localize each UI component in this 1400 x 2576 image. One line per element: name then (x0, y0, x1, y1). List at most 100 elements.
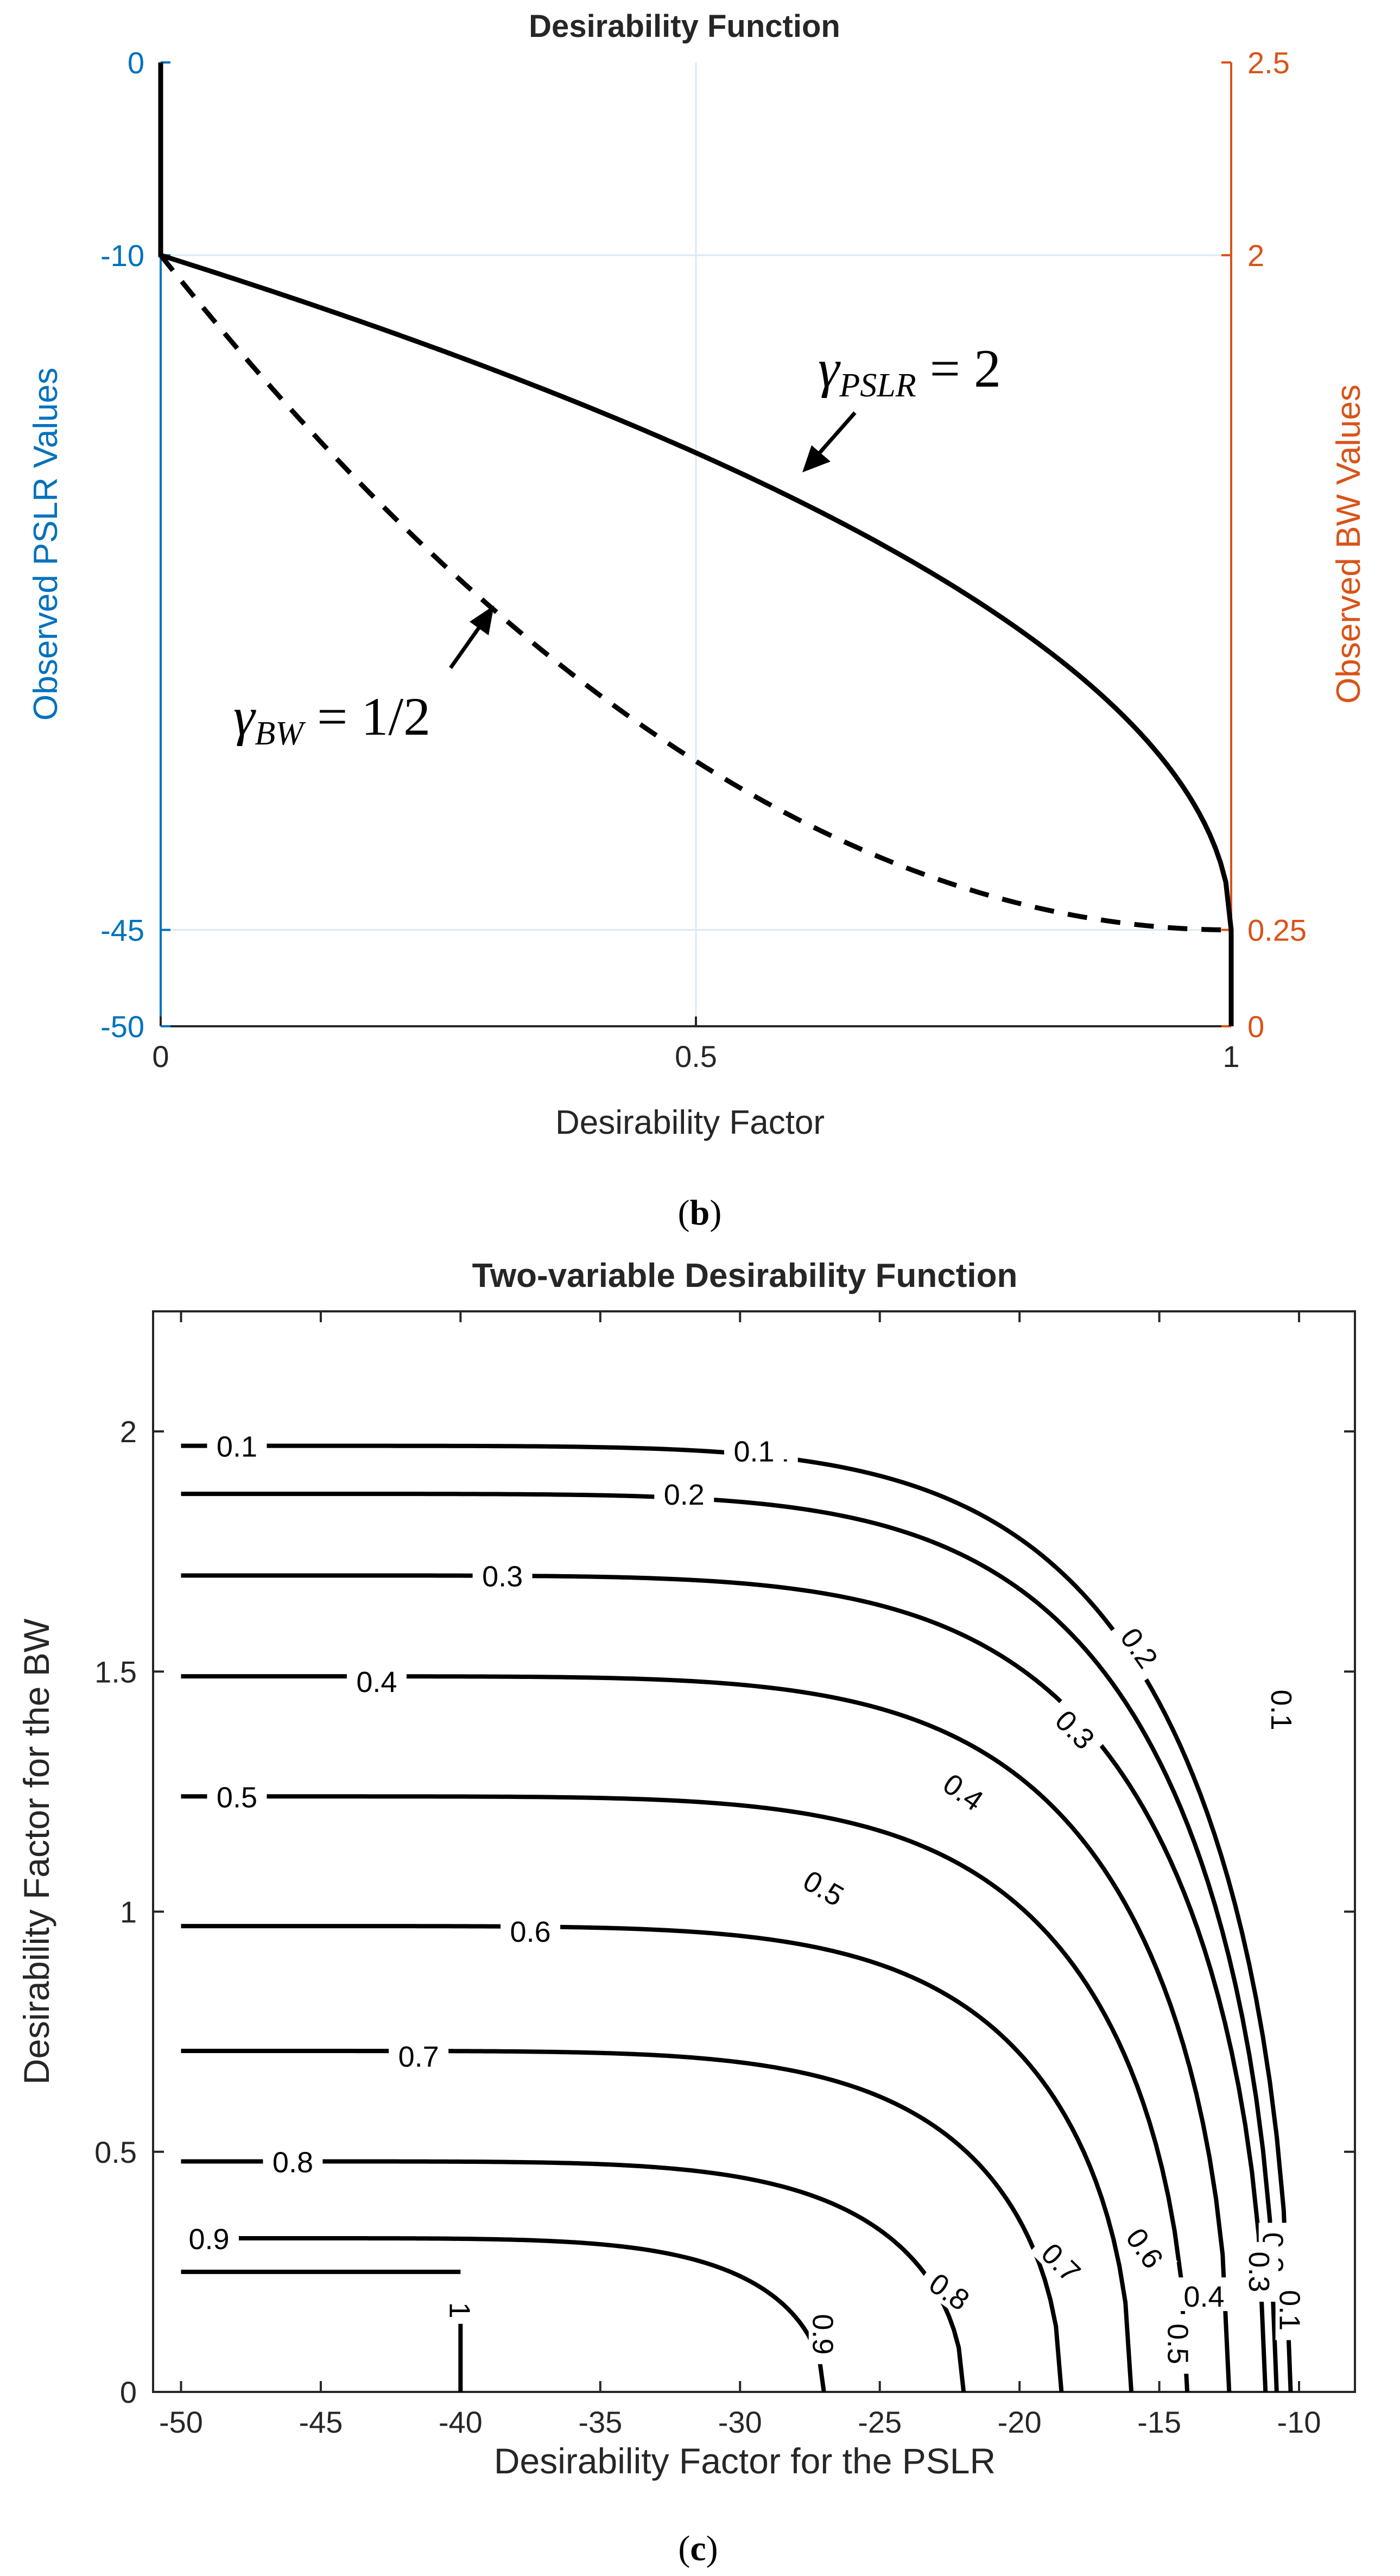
contour-label: 0.1 (724, 1432, 784, 1468)
contour-label: 1 (443, 2296, 479, 2324)
annotation-pslr-arrow (813, 411, 857, 460)
contour-label-bg (1163, 2314, 1198, 2374)
contour-label-text: 0.5 (217, 1781, 257, 1814)
contour-line-0.2 (181, 1492, 1279, 2392)
contour-label-text: 0.3 (482, 1560, 523, 1593)
contour-label: 0.3 (1243, 2242, 1278, 2302)
contour-label-text: 0.1 (1265, 1690, 1297, 1731)
contour-label-bg (930, 1759, 999, 1821)
contour-label-text: 0.3 (1243, 2251, 1275, 2292)
y-tick-label: 1.5 (94, 1655, 137, 1689)
contour-label-bg (1244, 2242, 1278, 2302)
contour-label-text: 0.4 (356, 1666, 397, 1699)
panel-b-chart: Desirability Function 0 0.5 10-10-45-502.5… (27, 9, 1367, 1233)
contour-label-bg (1275, 2280, 1309, 2340)
annotation-bw-arrowhead (470, 605, 494, 635)
contour-label-text: 0.7 (398, 2041, 439, 2073)
panel-b-grid (161, 62, 1231, 1026)
contour-label-bg (1174, 2277, 1234, 2312)
panel-b-y-label-right: Observed BW Values (1330, 384, 1367, 704)
contour-label-bg (654, 1475, 714, 1510)
contour-label-bg (1110, 1612, 1172, 1681)
annotation-pslr-text: γPSLR = 2 (818, 338, 1001, 404)
panel-c-chart: Two-variable Desirability Function -50 -4… (16, 1257, 1356, 2568)
x-tick-label: -45 (299, 2405, 343, 2439)
contour-label: 0.7 (1029, 2228, 1096, 2294)
contour-label-bg (1043, 1695, 1110, 1761)
x-tick-label: -40 (439, 2405, 483, 2439)
annotation-pslr-arrowhead (802, 445, 831, 472)
contour-label-bg (501, 1912, 561, 1946)
contour-label-bg (808, 2304, 842, 2364)
panel-b-y-label-left: Observed PSLR Values (27, 368, 65, 721)
contour-label-bg (207, 1778, 267, 1812)
contour-label-bg (790, 1857, 859, 1916)
contour-label: 0.1 (207, 1427, 267, 1463)
series-line-bw (159, 254, 1232, 932)
y-right-tick-label: 2 (1247, 238, 1264, 273)
y-left-tick-label: 0 (128, 46, 144, 80)
contour-label-text: 1 (443, 2302, 476, 2319)
contour-label: 0.5 (207, 1778, 267, 1814)
x-tick-label: -35 (578, 2405, 622, 2439)
contour-label: 0.2 (654, 1475, 714, 1511)
contour-label-text: 0.8 (273, 2146, 313, 2179)
contour-label-bg (179, 2219, 239, 2253)
contour-label: 0.2 (1110, 1612, 1172, 1681)
contour-label-text: 0.6 (510, 1916, 551, 1948)
contour-label-bg (207, 1427, 267, 1461)
contour-label-text: 0.1 (1274, 2290, 1306, 2331)
contour-label-text: 0.9 (807, 2314, 839, 2354)
contour-line-0.5 (181, 1794, 1190, 2392)
contour-label: 0.4 (1174, 2277, 1234, 2313)
panel-c-x-label: Desirability Factor for the PSLR (494, 2441, 996, 2481)
contour-label-text: 0.5 (1162, 2324, 1194, 2364)
contour-label-bg (916, 2258, 985, 2321)
x-tick-label: -15 (1137, 2405, 1181, 2439)
contour-label-bg (1267, 1680, 1301, 1740)
contour-label-bg (1116, 2213, 1178, 2281)
contour-label: 0.8 (263, 2143, 323, 2179)
contour-label: 0.3 (472, 1557, 533, 1593)
contour-label-text: 0.1 (733, 1435, 774, 1468)
contour-label: 0.5 (790, 1857, 859, 1916)
contour-label: 0.1 (1274, 2280, 1309, 2340)
y-tick-label: 2 (120, 1415, 137, 1449)
contour-label: 0.6 (1116, 2213, 1178, 2281)
x-tick-label: -25 (858, 2405, 902, 2439)
x-tick-label: 1 (1222, 1039, 1239, 1074)
contour-label: 0.9 (179, 2219, 239, 2256)
contour-label: 0.5 (1162, 2314, 1198, 2374)
panel-b-ticks: 0 0.5 10-10-45-502.520.250 (100, 46, 1307, 1074)
y-tick-label: 1 (120, 1895, 137, 1929)
annotation-bw-text: γBW = 1/2 (233, 686, 430, 752)
x-tick-label: -50 (159, 2405, 203, 2439)
contour-label-bg (389, 2037, 449, 2071)
contour-label-text: 0.4 (1183, 2281, 1224, 2313)
contour-label: 0.9 (807, 2304, 842, 2364)
contour-label-bg (263, 2143, 323, 2177)
y-tick-label: 0 (120, 2375, 137, 2409)
contour-label-bg (346, 1663, 407, 1697)
contour-label: 0.7 (389, 2037, 449, 2073)
panel-b-caption: (b) (678, 1193, 722, 1233)
x-tick-label: 0 (152, 1039, 169, 1074)
annotation-pslr: γPSLR = 2 (802, 338, 1001, 472)
annotation-bw: γBW = 1/2 (233, 605, 494, 752)
contour-line-0.9 (181, 2236, 826, 2392)
contour-label-bg (445, 2296, 479, 2324)
contour-label-text: 0.9 (188, 2223, 229, 2256)
y-right-tick-label: 0.25 (1247, 913, 1307, 948)
series-line-pslr (158, 62, 1234, 1026)
contour-label: 0.4 (930, 1759, 999, 1821)
panel-c-contours (181, 1443, 1293, 2392)
y-left-tick-label: -45 (100, 913, 144, 948)
contour-label: 0.3 (1043, 1695, 1110, 1761)
y-tick-label: 0.5 (94, 2135, 137, 2169)
y-right-tick-label: 2.5 (1247, 46, 1290, 80)
panel-c-title: Two-variable Desirability Function (472, 1257, 1018, 1295)
panel-c-y-label: Desirability Factor for the BW (16, 1618, 56, 2085)
x-tick-label: -20 (998, 2405, 1042, 2439)
contour-line-1 (181, 2269, 463, 2392)
